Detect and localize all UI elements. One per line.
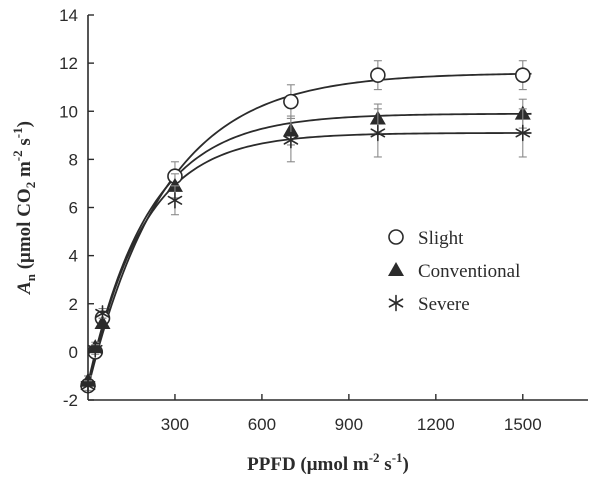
asterisk-stroke	[388, 298, 404, 308]
marker-open-circle	[283, 93, 299, 110]
marker-asterisk	[167, 191, 183, 209]
legend-label: Conventional	[418, 261, 520, 282]
x-axis-label-rest2: s	[380, 454, 392, 475]
marker-asterisk	[95, 305, 110, 322]
y-axis-label-sub2: 2	[23, 182, 38, 189]
axes: -2 0 2 4 6 8 10 12 14 300 600 900 1200 1500	[59, 6, 588, 434]
series-severe	[80, 108, 531, 394]
asterisk-stroke	[283, 135, 299, 145]
y-axis-label: An (μmol CO2 m-2 s-1)	[10, 121, 38, 295]
y-tick-label: 6	[69, 199, 78, 218]
y-axis-label-rest3: s	[14, 138, 35, 150]
marker-open-circle	[370, 67, 386, 83]
marker-open-circle	[514, 67, 531, 83]
y-axis-label-rest4: )	[14, 121, 35, 127]
plot-area	[80, 60, 532, 394]
y-axis-label-main: A	[14, 281, 35, 295]
y-axis-label-rest1: (μmol CO	[14, 188, 35, 274]
y-tick-label: 4	[69, 247, 78, 266]
y-tick-label: 2	[69, 295, 78, 314]
legend-item-conventional: Conventional	[388, 261, 520, 282]
y-tick-label: 8	[69, 150, 78, 169]
fit-curve-severe	[87, 132, 532, 389]
y-tick-label: -2	[63, 391, 78, 410]
marker-asterisk	[370, 124, 386, 142]
y-axis-label-sub: n	[23, 273, 38, 281]
marker-asterisk	[515, 124, 531, 142]
asterisk-stroke	[167, 195, 183, 205]
x-axis-label-rest3: )	[403, 454, 409, 475]
legend-item-severe: Severe	[388, 294, 470, 315]
y-axis-label-sup2: -1	[10, 127, 25, 138]
x-axis-label-rest1: PPFD (μmol m	[247, 454, 369, 475]
legend: Slight Conventional Severe	[388, 228, 520, 315]
asterisk-stroke	[95, 308, 110, 318]
fit-curve-conventional	[87, 112, 532, 384]
y-tick-label: 12	[59, 54, 78, 73]
y-axis-label-rest2: m	[14, 161, 35, 182]
marker-asterisk	[388, 294, 404, 312]
marker-open-circle	[388, 229, 404, 245]
y-axis-label-sup1: -2	[10, 150, 25, 161]
x-axis-label-sup1: -2	[369, 450, 380, 465]
x-tick-label: 600	[248, 415, 276, 434]
marker-asterisk	[283, 131, 299, 149]
y-tick-label: 10	[59, 102, 78, 121]
x-tick-label: 1200	[417, 415, 455, 434]
legend-label: Severe	[418, 294, 470, 315]
y-tick-label: 0	[69, 343, 78, 362]
series-slight	[80, 60, 531, 394]
x-axis-label: PPFD (μmol m-2 s-1)	[247, 450, 409, 475]
x-tick-label: 300	[161, 415, 189, 434]
legend-label: Slight	[418, 228, 464, 249]
x-tick-label: 900	[335, 415, 363, 434]
x-axis-label-sup2: -1	[392, 450, 403, 465]
legend-item-slight: Slight	[388, 228, 464, 249]
y-tick-label: 14	[59, 6, 78, 25]
marker-filled-triangle	[94, 315, 111, 329]
asterisk-stroke	[370, 128, 386, 138]
marker-filled-triangle	[388, 262, 404, 276]
asterisk-stroke	[515, 128, 531, 138]
x-tick-label: 1500	[504, 415, 542, 434]
marker-filled-triangle	[166, 177, 183, 192]
